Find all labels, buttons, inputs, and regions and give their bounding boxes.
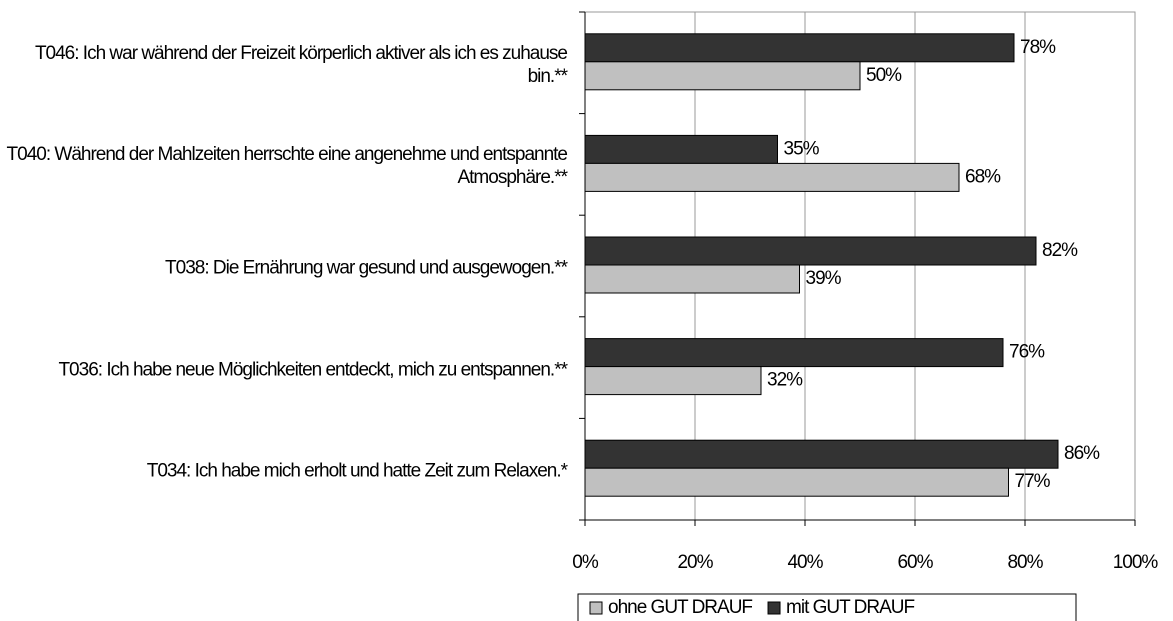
legend-label: ohne GUT DRAUF [608, 597, 752, 618]
legend-swatch [589, 601, 603, 615]
y-tick-label: T038: Die Ernährung war gesund und ausge… [165, 257, 568, 279]
bar [584, 61, 861, 91]
y-tick-label: T046: Ich war während der Freizeit körpe… [34, 42, 568, 87]
value-label: 50% [866, 65, 902, 86]
x-tick-label: 80% [1007, 552, 1043, 573]
y-tick-label: T036: Ich habe neue Möglichkeiten entdec… [58, 359, 568, 381]
bar [584, 366, 762, 396]
value-label: 82% [1042, 240, 1078, 261]
bar [584, 162, 960, 192]
y-tick-label: T040: Während der Mahlzeiten herrschte e… [6, 144, 568, 189]
value-label: 86% [1064, 443, 1100, 464]
legend-label: mit GUT DRAUF [786, 597, 914, 618]
value-label: 39% [806, 268, 842, 289]
bar [584, 236, 1037, 266]
value-label: 76% [1009, 342, 1045, 363]
bar [584, 33, 1015, 63]
value-label: 78% [1020, 37, 1056, 58]
bar [584, 134, 778, 164]
x-tick-label: 0% [572, 552, 599, 573]
value-label: 68% [965, 166, 1001, 187]
bar [584, 264, 800, 294]
value-label: 77% [1015, 471, 1051, 492]
x-tick-label: 20% [677, 552, 713, 573]
x-tick-label: 100% [1113, 552, 1159, 573]
bar [584, 338, 1004, 368]
x-tick-label: 60% [897, 552, 933, 573]
value-label: 32% [767, 370, 803, 391]
legend-swatch [767, 601, 781, 615]
bar [584, 439, 1059, 469]
x-tick-label: 40% [787, 552, 823, 573]
legend-box [577, 593, 1077, 621]
value-label: 35% [784, 138, 820, 159]
y-tick-label: T034: Ich habe mich erholt und hatte Zei… [146, 460, 568, 482]
bar [584, 467, 1009, 497]
